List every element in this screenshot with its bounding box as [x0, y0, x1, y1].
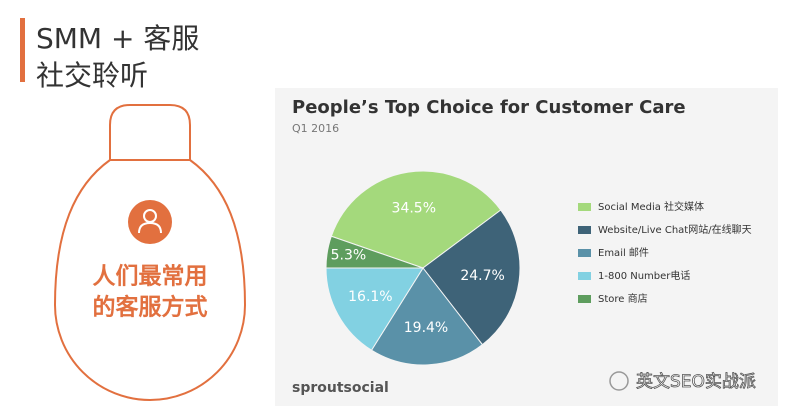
legend-swatch	[578, 203, 591, 211]
legend-swatch	[578, 249, 591, 257]
chart-subtitle: Q1 2016	[292, 122, 339, 135]
slice-label: 19.4%	[404, 320, 448, 336]
watermark: 英文SEO实战派	[636, 372, 756, 392]
legend-label: Social Media 社交媒体	[598, 200, 704, 213]
pie-slice	[330, 170, 502, 269]
pie-slice	[325, 267, 424, 351]
slice-label: 16.1%	[348, 289, 392, 305]
legend-label: Store 商店	[598, 292, 648, 305]
pie-slice	[422, 209, 521, 346]
accent-bar	[20, 18, 25, 82]
slide-title: SMM + 客服	[36, 22, 199, 55]
legend-label: Email 邮件	[598, 246, 649, 259]
legend-swatch	[578, 295, 591, 303]
slice-label: 34.5%	[392, 201, 436, 217]
slice-label: 24.7%	[460, 268, 504, 284]
logo: sproutsocial	[292, 380, 389, 396]
bulb-text: 人们最常用	[93, 263, 208, 290]
person-body	[138, 221, 162, 234]
legend-label: 1-800 Number电话	[598, 269, 690, 282]
pie-slice	[370, 267, 484, 366]
bulb-text: 的客服方式	[93, 294, 208, 321]
legend-swatch	[578, 272, 591, 280]
slide-title: 社交聆听	[36, 59, 148, 92]
slice-label: 5.3%	[331, 247, 367, 263]
chart-title: People’s Top Choice for Customer Care	[292, 97, 686, 118]
pie-slice	[325, 235, 424, 269]
legend-label: Website/Live Chat网站/在线聊天	[598, 223, 752, 236]
lightbulb	[53, 104, 247, 401]
wechat-icon	[609, 371, 629, 391]
legend-swatch	[578, 226, 591, 234]
